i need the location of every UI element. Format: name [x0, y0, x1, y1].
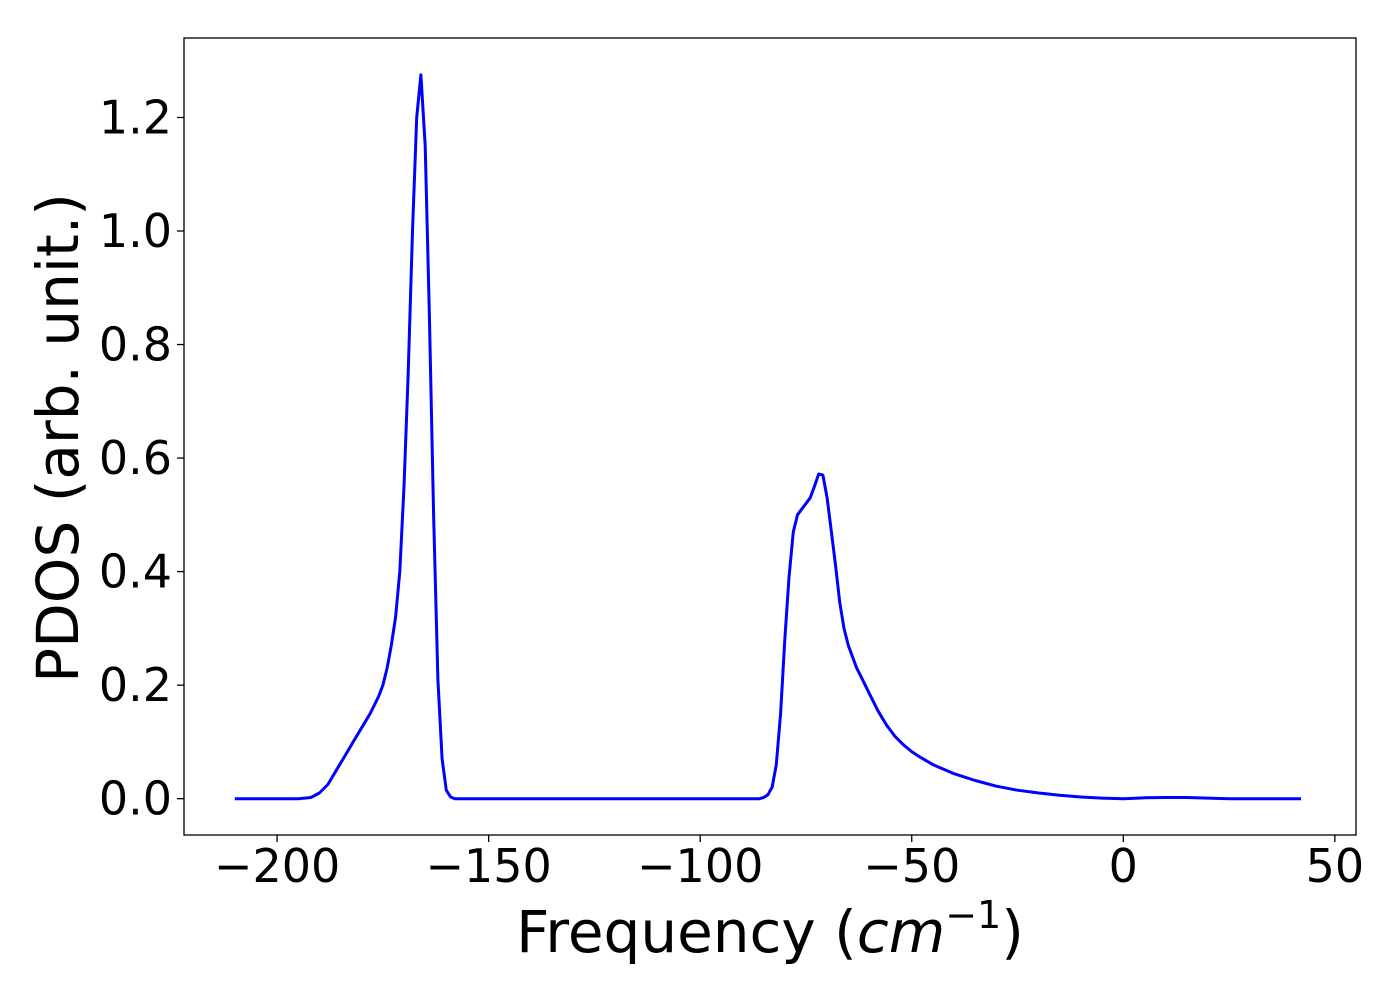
x-tick-label: 50 — [1306, 839, 1365, 893]
y-tick-label: 0.4 — [99, 545, 172, 599]
x-axis-label-exponent: −1 — [945, 893, 1001, 937]
x-tick-label: −100 — [637, 839, 763, 893]
y-axis-label: PDOS (arb. unit.) — [24, 193, 92, 683]
x-axis-label: Frequency (cm−1) — [516, 893, 1024, 966]
y-tick-label: 0.6 — [99, 431, 172, 485]
x-tick-label: −50 — [863, 839, 960, 893]
y-tick-label: 0.0 — [99, 772, 172, 826]
y-axis-ticks: 0.0 0.2 0.4 0.6 0.8 1.0 1.2 — [99, 90, 184, 826]
x-tick-label: −200 — [214, 839, 340, 893]
x-tick-label: 0 — [1109, 839, 1138, 893]
y-tick-label: 1.0 — [99, 204, 172, 258]
x-axis-label-unit: cm — [857, 898, 945, 966]
x-axis-ticks: −200 −150 −100 −50 0 50 — [214, 835, 1364, 893]
pdos-series-line — [234, 73, 1301, 801]
x-axis-label-text: Frequency — [516, 898, 816, 966]
y-tick-label: 0.8 — [99, 318, 172, 372]
y-tick-label: 1.2 — [99, 90, 172, 144]
y-tick-label: 0.2 — [99, 658, 172, 712]
x-tick-label: −150 — [425, 839, 551, 893]
plot-frame — [183, 37, 1357, 836]
x-axis-label-close-paren: ) — [1001, 898, 1024, 966]
